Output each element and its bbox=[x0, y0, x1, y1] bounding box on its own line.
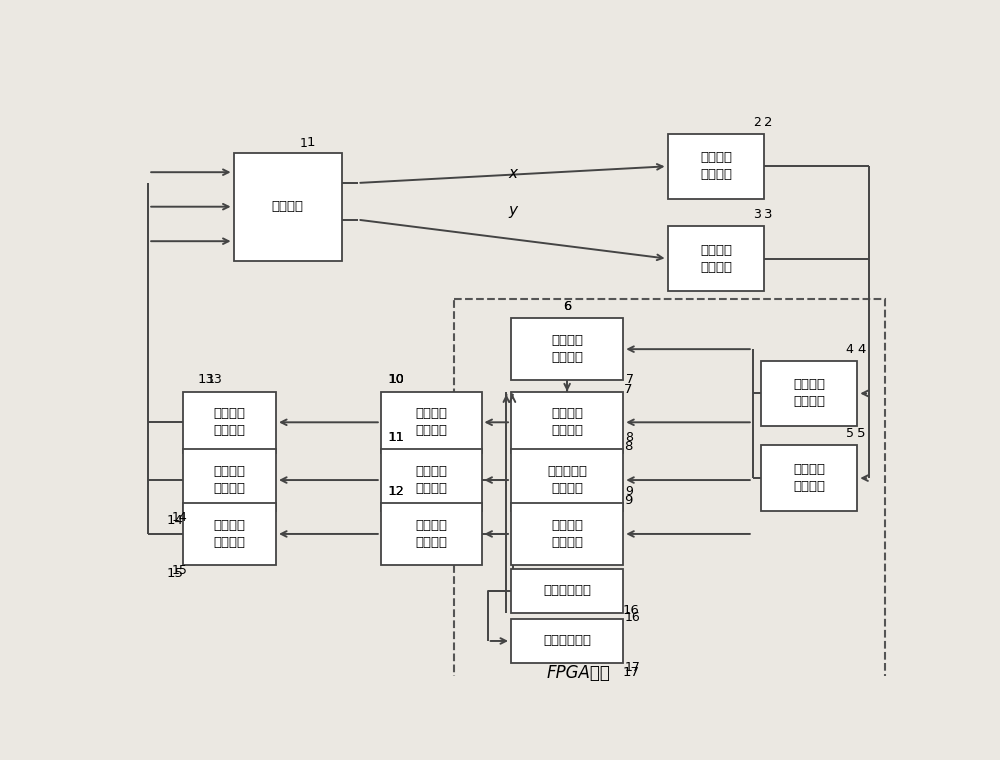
Text: 9: 9 bbox=[626, 485, 633, 498]
Text: 第一数模
转换电路: 第一数模 转换电路 bbox=[415, 407, 447, 437]
Bar bbox=[381, 391, 482, 453]
Bar bbox=[511, 318, 623, 380]
Bar bbox=[511, 503, 623, 565]
Text: 第三数模
转换电路: 第三数模 转换电路 bbox=[415, 519, 447, 549]
Text: 6: 6 bbox=[563, 300, 571, 313]
Bar bbox=[511, 568, 623, 613]
Text: 数字力反馈
控制电路: 数字力反馈 控制电路 bbox=[547, 465, 587, 495]
Text: 1: 1 bbox=[307, 135, 315, 148]
Text: 8: 8 bbox=[626, 431, 634, 444]
Text: 第二模数
转换电路: 第二模数 转换电路 bbox=[793, 463, 825, 493]
Text: 16: 16 bbox=[625, 610, 640, 624]
Text: 数字正交
控制电路: 数字正交 控制电路 bbox=[551, 519, 583, 549]
Bar bbox=[381, 503, 482, 565]
Text: 第一模数
转换电路: 第一模数 转换电路 bbox=[793, 378, 825, 408]
Text: 3: 3 bbox=[764, 208, 772, 221]
Bar bbox=[761, 361, 857, 426]
Text: 10: 10 bbox=[388, 373, 404, 386]
Text: 第二数模
转换电路: 第二数模 转换电路 bbox=[415, 465, 447, 495]
Bar bbox=[234, 153, 342, 261]
Text: 6: 6 bbox=[563, 300, 571, 313]
Text: 第二高压
驱动电路: 第二高压 驱动电路 bbox=[214, 465, 246, 495]
Text: 数字扫频电路: 数字扫频电路 bbox=[543, 584, 591, 597]
Text: x: x bbox=[508, 166, 517, 181]
Text: 8: 8 bbox=[624, 441, 632, 454]
Text: 陀螺表头: 陀螺表头 bbox=[272, 200, 304, 214]
Text: 2: 2 bbox=[764, 116, 772, 128]
Bar bbox=[761, 445, 857, 511]
Text: 10: 10 bbox=[388, 373, 404, 386]
Bar bbox=[511, 391, 623, 453]
Text: 7: 7 bbox=[624, 383, 632, 396]
Text: 2: 2 bbox=[753, 116, 761, 128]
Text: 5: 5 bbox=[857, 427, 866, 440]
Text: 17: 17 bbox=[623, 666, 640, 679]
Text: 11: 11 bbox=[388, 431, 405, 444]
Bar bbox=[454, 299, 885, 684]
Text: 4: 4 bbox=[846, 343, 854, 356]
Text: 10: 10 bbox=[388, 373, 405, 386]
Text: 第三高压
驱动电路: 第三高压 驱动电路 bbox=[214, 519, 246, 549]
Bar bbox=[511, 449, 623, 511]
Text: 13: 13 bbox=[206, 373, 222, 386]
Text: 数字起振电路: 数字起振电路 bbox=[543, 635, 591, 648]
Text: 3: 3 bbox=[753, 208, 761, 221]
Text: 4: 4 bbox=[857, 343, 865, 356]
Bar bbox=[511, 619, 623, 663]
Text: 第二信号
检测电路: 第二信号 检测电路 bbox=[700, 244, 732, 274]
Bar bbox=[183, 449, 276, 511]
Bar bbox=[668, 134, 764, 199]
Text: 11: 11 bbox=[388, 431, 404, 444]
Text: 17: 17 bbox=[625, 660, 641, 673]
Bar bbox=[183, 391, 276, 453]
Text: 15: 15 bbox=[171, 565, 187, 578]
Text: 1: 1 bbox=[299, 137, 307, 150]
Text: y: y bbox=[508, 203, 517, 218]
Text: 13: 13 bbox=[198, 373, 215, 386]
Text: FPGA芯片: FPGA芯片 bbox=[546, 663, 610, 682]
Text: 9: 9 bbox=[624, 494, 632, 508]
Text: 12: 12 bbox=[388, 485, 404, 498]
Text: 第一信号
检测电路: 第一信号 检测电路 bbox=[700, 151, 732, 182]
Text: 第一高压
驱动电路: 第一高压 驱动电路 bbox=[214, 407, 246, 437]
Text: 数字频率
跟踪电路: 数字频率 跟踪电路 bbox=[551, 334, 583, 364]
Text: 15: 15 bbox=[167, 568, 184, 581]
Text: 12: 12 bbox=[388, 485, 405, 498]
Text: 7: 7 bbox=[626, 373, 634, 386]
Text: 14: 14 bbox=[167, 514, 184, 527]
Text: 14: 14 bbox=[171, 511, 187, 524]
Text: 5: 5 bbox=[846, 427, 854, 440]
Text: 数字幅度
控制电路: 数字幅度 控制电路 bbox=[551, 407, 583, 437]
Bar bbox=[668, 226, 764, 291]
Bar bbox=[381, 449, 482, 511]
Text: 16: 16 bbox=[623, 603, 640, 616]
Bar bbox=[183, 503, 276, 565]
